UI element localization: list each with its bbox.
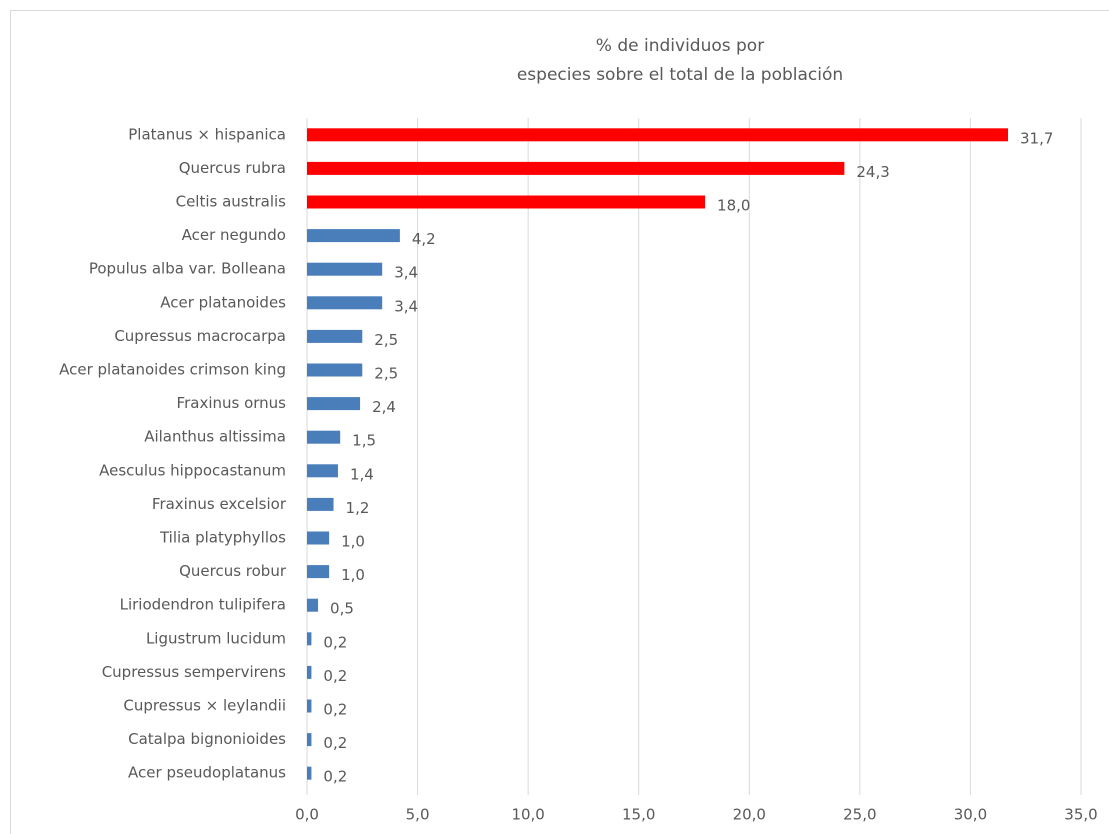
value-label: 1,0	[341, 533, 365, 551]
y-tick-label: Tilia platyphyllos	[159, 529, 286, 547]
value-label: 0,2	[323, 633, 347, 651]
value-label: 1,4	[350, 465, 374, 483]
value-label: 1,5	[352, 432, 376, 450]
y-tick-label: Quercus rubra	[179, 159, 286, 177]
y-tick-label: Acer platanoides	[160, 293, 286, 311]
bar	[307, 766, 312, 780]
chart-title: especies sobre el total de la población	[517, 65, 843, 85]
bar	[307, 161, 845, 175]
bar	[307, 665, 312, 679]
value-label: 31,7	[1020, 129, 1053, 147]
value-label: 0,2	[323, 667, 347, 685]
y-tick-label: Ailanthus altissima	[144, 428, 286, 446]
bar	[307, 262, 383, 276]
bar	[307, 128, 1009, 142]
y-tick-label: Fraxinus excelsior	[152, 495, 287, 513]
bar	[307, 296, 383, 310]
bar	[307, 430, 341, 444]
value-label: 18,0	[717, 197, 750, 215]
bar	[307, 598, 319, 612]
chart-border	[10, 10, 1109, 834]
value-label: 0,2	[323, 768, 347, 786]
bar	[307, 699, 312, 713]
y-tick-label: Acer pseudoplatanus	[128, 764, 286, 782]
value-label: 24,3	[856, 163, 889, 181]
y-tick-label: Cupressus macrocarpa	[114, 327, 286, 345]
y-tick-label: Aesculus hippocastanum	[99, 461, 286, 479]
bar	[307, 329, 363, 343]
bar	[307, 397, 361, 411]
value-label: 0,5	[330, 600, 354, 618]
value-label: 2,5	[374, 365, 398, 383]
y-tick-label: Celtis australis	[176, 193, 287, 211]
y-tick-label: Ligustrum lucidum	[146, 629, 286, 647]
bar	[307, 531, 330, 545]
y-tick-label: Cupressus sempervirens	[102, 663, 286, 681]
bar	[307, 632, 312, 646]
y-tick-label: Fraxinus ornus	[177, 394, 287, 412]
value-label: 2,4	[372, 398, 396, 416]
y-tick-label: Liriodendron tulipifera	[120, 596, 286, 614]
value-label: 3,4	[394, 297, 418, 315]
y-tick-label: Quercus robur	[179, 562, 287, 580]
x-tick-label: 5,0	[406, 806, 430, 824]
y-tick-label: Acer platanoides crimson king	[59, 361, 286, 379]
bar	[307, 497, 334, 511]
value-label: 3,4	[394, 264, 418, 282]
x-tick-label: 35,0	[1064, 806, 1097, 824]
bar	[307, 733, 312, 747]
y-tick-label: Platanus × hispanica	[128, 125, 286, 143]
value-label: 0,2	[323, 734, 347, 752]
value-label: 1,2	[346, 499, 370, 517]
value-label: 0,2	[323, 701, 347, 719]
x-tick-label: 10,0	[511, 806, 544, 824]
x-tick-label: 25,0	[843, 806, 876, 824]
chart-title: % de individuos por	[596, 36, 764, 56]
value-label: 2,5	[374, 331, 398, 349]
y-tick-label: Catalpa bignonioides	[128, 730, 286, 748]
y-tick-label: Cupressus × leylandii	[123, 697, 286, 715]
bar	[307, 229, 400, 243]
y-tick-label: Populus alba var. Bolleana	[89, 260, 286, 278]
x-tick-label: 0,0	[295, 806, 319, 824]
y-tick-label: Acer negundo	[182, 226, 286, 244]
bar	[307, 195, 706, 209]
x-tick-label: 30,0	[954, 806, 987, 824]
bar	[307, 464, 338, 478]
value-label: 4,2	[412, 230, 436, 248]
x-tick-label: 15,0	[622, 806, 655, 824]
bar	[307, 363, 363, 377]
x-tick-label: 20,0	[733, 806, 766, 824]
value-label: 1,0	[341, 566, 365, 584]
bar	[307, 565, 330, 579]
